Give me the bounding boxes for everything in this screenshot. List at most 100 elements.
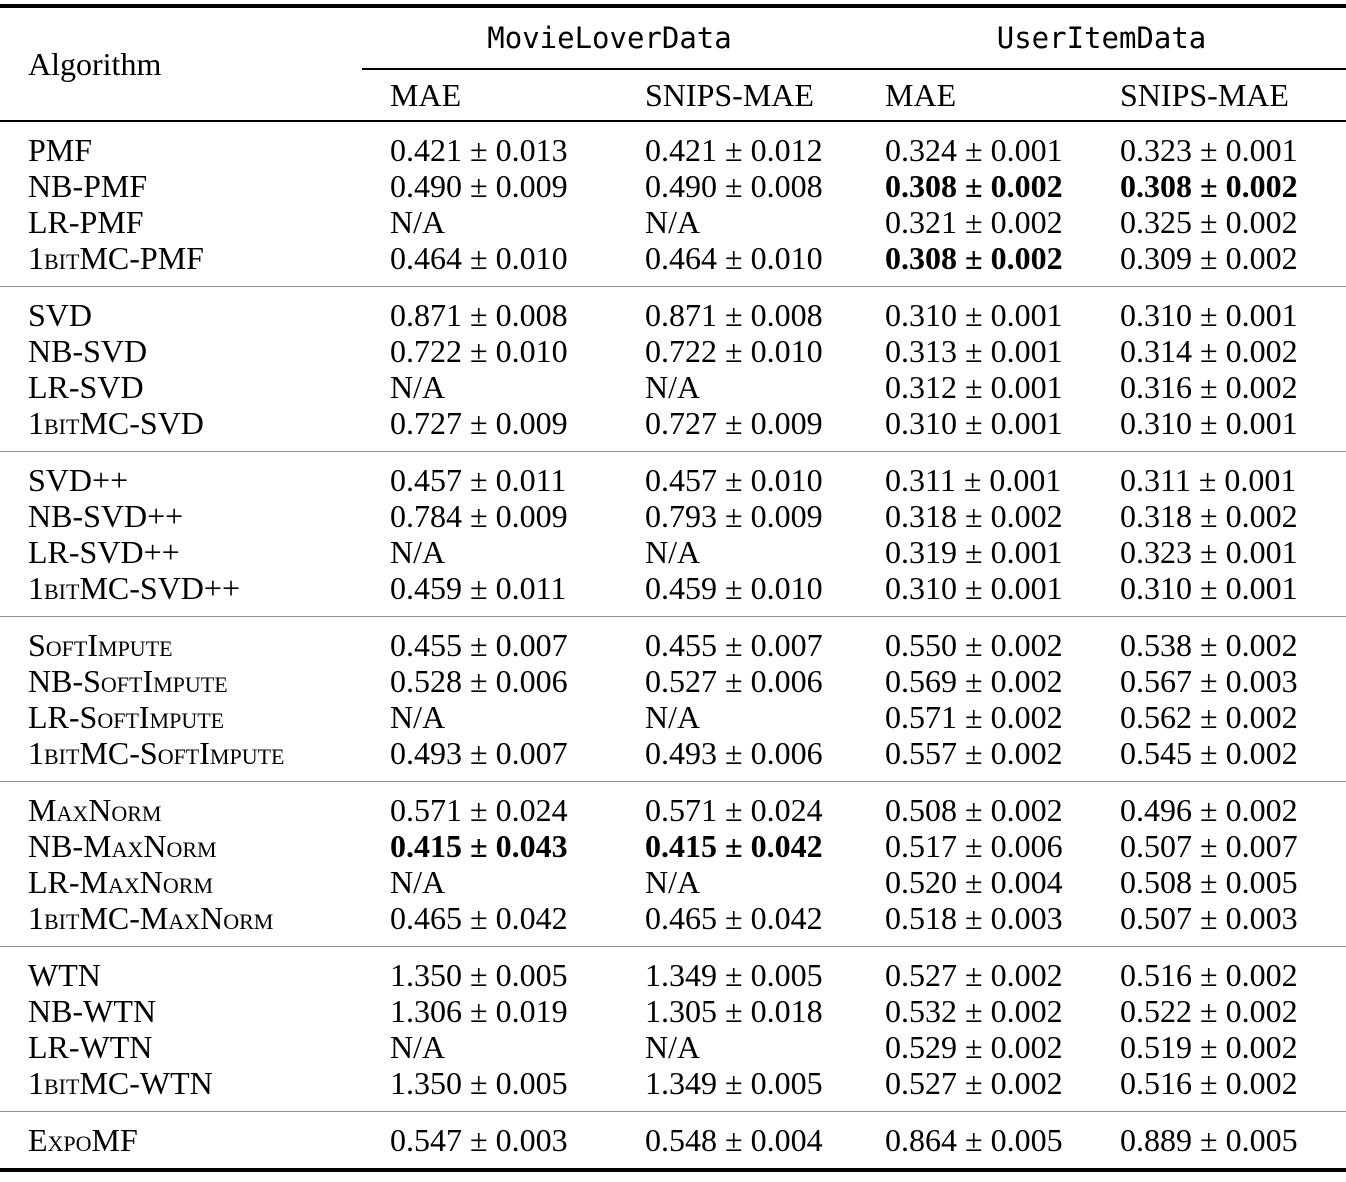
metric-value: 0.727 ± 0.009 xyxy=(617,405,857,452)
metric-value: 0.507 ± 0.007 xyxy=(1120,828,1298,864)
metric-value: 0.569 ± 0.002 xyxy=(885,663,1063,699)
dataset-header-row: Algorithm MovieLoverData UserItemData xyxy=(0,6,1346,122)
table-row: 1bitMC-MaxNorm 0.465 ± 0.042 0.465 ± 0.042… xyxy=(0,900,1346,947)
table-header: Algorithm MovieLoverData UserItemData MA… xyxy=(0,6,1346,122)
metric-value: 0.310 ± 0.001 xyxy=(857,405,1092,452)
algorithm-name: LR-WTN xyxy=(28,1029,153,1065)
metric-value: 0.310 ± 0.001 xyxy=(885,297,1063,333)
metric-value: 0.784 ± 0.009 xyxy=(390,498,568,534)
table-row: WTN 1.350 ± 0.005 1.349 ± 0.005 0.527 ± 0.0… xyxy=(0,947,1346,994)
metric-value: 0.889 ± 0.005 xyxy=(1120,1122,1298,1158)
table-row: LR-SVD N/A N/A 0.312 ± 0.001 0.316 ± 0.002 xyxy=(0,369,1346,405)
metric-value: N/A xyxy=(390,864,446,900)
table-row: 1bitMC-PMF 0.464 ± 0.010 0.464 ± 0.010 0.30… xyxy=(0,240,1346,287)
metric-value: 0.871 ± 0.008 xyxy=(645,297,823,333)
metric-value: N/A xyxy=(645,204,701,240)
metric-value: 1.306 ± 0.019 xyxy=(390,993,568,1029)
metric-value: 0.457 ± 0.011 xyxy=(390,462,567,498)
metric-value: 0.459 ± 0.010 xyxy=(617,570,857,617)
algorithm-name: NB-PMF xyxy=(28,168,148,204)
metric-value: N/A xyxy=(645,699,701,735)
metric-value: 0.310 ± 0.001 xyxy=(1092,570,1346,617)
metric-value: 0.562 ± 0.002 xyxy=(1120,699,1298,735)
algorithm-name: LR-MaxNorm xyxy=(28,864,214,900)
metric-value: 0.459 ± 0.011 xyxy=(362,570,617,617)
algorithm-name: NB-WTN xyxy=(28,993,156,1029)
metric-value: 0.318 ± 0.002 xyxy=(885,498,1063,534)
algorithm-name: LR-SVD++ xyxy=(28,534,180,570)
table-row: LR-SVD++ N/A N/A 0.319 ± 0.001 0.323 ± 0.001 xyxy=(0,534,1346,570)
metric-value: 0.465 ± 0.042 xyxy=(617,900,857,947)
metric-value: 0.310 ± 0.001 xyxy=(1092,405,1346,452)
table-row: LR-MaxNorm N/A N/A 0.520 ± 0.004 0.508 ± 0.0… xyxy=(0,864,1346,900)
column-group-useritemdata: UserItemData xyxy=(857,6,1346,70)
table-row: LR-PMF N/A N/A 0.321 ± 0.002 0.325 ± 0.002 xyxy=(0,204,1346,240)
metric-value: 0.519 ± 0.002 xyxy=(1120,1029,1298,1065)
algorithm-name: ExpoMF xyxy=(28,1122,138,1158)
table-row: NB-WTN 1.306 ± 0.019 1.305 ± 0.018 0.532 ± … xyxy=(0,993,1346,1029)
metric-value: 0.520 ± 0.004 xyxy=(885,864,1063,900)
table-row: NB-SVD++ 0.784 ± 0.009 0.793 ± 0.009 0.318 … xyxy=(0,498,1346,534)
metric-value: 0.318 ± 0.002 xyxy=(1120,498,1298,534)
metric-value: 0.571 ± 0.002 xyxy=(885,699,1063,735)
metric-value: 0.493 ± 0.007 xyxy=(362,735,617,782)
metric-value: 0.464 ± 0.010 xyxy=(617,240,857,287)
metric-value: 0.323 ± 0.001 xyxy=(1120,534,1298,570)
metric-value: 0.527 ± 0.002 xyxy=(885,957,1063,993)
column-header-mae-movieloverdata: MAE xyxy=(362,69,617,122)
metric-value: 0.415 ± 0.043 xyxy=(390,828,568,864)
metric-value: 0.455 ± 0.007 xyxy=(645,627,823,663)
table-row: NB-MaxNorm 0.415 ± 0.043 0.415 ± 0.042 0.51… xyxy=(0,828,1346,864)
algorithm-name: SVD xyxy=(28,297,93,333)
table-row: NB-PMF 0.490 ± 0.009 0.490 ± 0.008 0.308 ± … xyxy=(0,168,1346,204)
table-row: LR-SoftImpute N/A N/A 0.571 ± 0.002 0.562 ± … xyxy=(0,699,1346,735)
metric-value: 0.528 ± 0.006 xyxy=(390,663,568,699)
table-body: PMF 0.421 ± 0.013 0.421 ± 0.012 0.324 ± 0.0… xyxy=(0,121,1346,1170)
table-row: ExpoMF 0.547 ± 0.003 0.548 ± 0.004 0.864 ± … xyxy=(0,1112,1346,1171)
table-row: NB-SVD 0.722 ± 0.010 0.722 ± 0.010 0.313 ± … xyxy=(0,333,1346,369)
column-header-algorithm: Algorithm xyxy=(0,6,362,122)
metric-value: 0.311 ± 0.001 xyxy=(885,462,1062,498)
metric-value: 0.308 ± 0.002 xyxy=(885,168,1063,204)
table-row: SVD++ 0.457 ± 0.011 0.457 ± 0.010 0.311 ± 0… xyxy=(0,452,1346,499)
metric-value: 0.538 ± 0.002 xyxy=(1120,627,1298,663)
metric-value: 0.490 ± 0.008 xyxy=(645,168,823,204)
metric-value: 0.793 ± 0.009 xyxy=(645,498,823,534)
table-row: 1bitMC-SoftImpute 0.493 ± 0.007 0.493 ± 0.… xyxy=(0,735,1346,782)
metric-value: 0.421 ± 0.012 xyxy=(645,132,823,168)
algorithm-name: 1bitMC-SVD++ xyxy=(0,570,362,617)
metric-header-row: MAE SNIPS-MAE MAE SNIPS-MAE xyxy=(0,69,1346,122)
metric-value: 0.550 ± 0.002 xyxy=(885,627,1063,663)
metric-value: 1.350 ± 0.005 xyxy=(362,1065,617,1112)
algorithm-name: PMF xyxy=(28,132,93,168)
metric-value: 0.415 ± 0.042 xyxy=(645,828,823,864)
metric-value: 0.507 ± 0.003 xyxy=(1092,900,1346,947)
column-header-snips-mae-movieloverdata: SNIPS-MAE xyxy=(617,69,857,122)
metric-value: 0.532 ± 0.002 xyxy=(885,993,1063,1029)
metric-value: 0.864 ± 0.005 xyxy=(885,1122,1063,1158)
algorithm-name: NB-SVD xyxy=(28,333,148,369)
metric-value: 1.349 ± 0.005 xyxy=(645,957,823,993)
algorithm-name: SVD++ xyxy=(28,462,129,498)
metric-value: 0.313 ± 0.001 xyxy=(885,333,1063,369)
column-group-movieloverdata: MovieLoverData xyxy=(362,6,857,70)
algorithm-name: LR-PMF xyxy=(28,204,144,240)
table-row: MaxNorm 0.571 ± 0.024 0.571 ± 0.024 0.508 ±… xyxy=(0,782,1346,829)
algorithm-name: NB-SoftImpute xyxy=(28,663,228,699)
metric-value: 0.455 ± 0.007 xyxy=(390,627,568,663)
metric-value: 0.722 ± 0.010 xyxy=(645,333,823,369)
algorithm-name: LR-SVD xyxy=(28,369,144,405)
results-table: Algorithm MovieLoverData UserItemData MA… xyxy=(0,4,1346,1172)
metric-value: 0.557 ± 0.002 xyxy=(857,735,1092,782)
metric-value: 1.349 ± 0.005 xyxy=(617,1065,857,1112)
table-row: SVD 0.871 ± 0.008 0.871 ± 0.008 0.310 ± 0.0… xyxy=(0,287,1346,334)
metric-value: 0.508 ± 0.002 xyxy=(885,792,1063,828)
metric-value: 0.871 ± 0.008 xyxy=(390,297,568,333)
metric-value: N/A xyxy=(645,534,701,570)
metric-value: 0.324 ± 0.001 xyxy=(885,132,1063,168)
metric-value: 0.518 ± 0.003 xyxy=(857,900,1092,947)
metric-value: 0.310 ± 0.001 xyxy=(857,570,1092,617)
table-row: 1bitMC-SVD++ 0.459 ± 0.011 0.459 ± 0.010 0.… xyxy=(0,570,1346,617)
metric-value: 1.305 ± 0.018 xyxy=(645,993,823,1029)
